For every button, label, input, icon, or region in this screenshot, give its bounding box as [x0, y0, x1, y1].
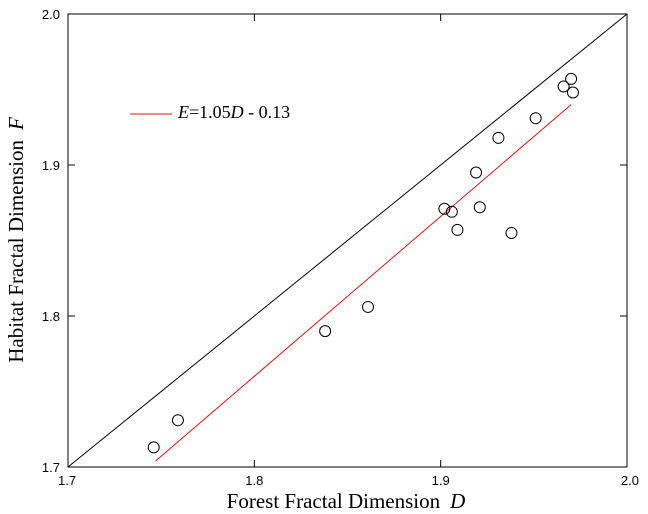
- legend-equals: =: [189, 102, 199, 122]
- data-point: [451, 223, 464, 236]
- identity-line: [67, 13, 628, 468]
- legend-entry: E=1.05D - 0.13: [177, 102, 290, 122]
- x-axis-label: Forest Fractal Dimension D: [227, 489, 466, 513]
- data-point: [361, 300, 374, 313]
- legend-rest: - 0.13: [244, 102, 291, 122]
- legend-coef: 1.05: [199, 102, 231, 122]
- y-axis-label-text: Habitat Fractal Dimension: [4, 140, 28, 363]
- reference-lines: [67, 13, 628, 468]
- data-point: [566, 86, 579, 99]
- legend: E=1.05D - 0.13: [130, 102, 290, 122]
- fit-line: [155, 104, 572, 462]
- y-tick-label: 1.8: [42, 309, 60, 324]
- data-point: [565, 72, 578, 85]
- x-axis-label-text: Forest Fractal Dimension: [227, 489, 441, 513]
- x-tick-label: 1.9: [432, 473, 450, 488]
- plot-frame: [67, 13, 628, 468]
- data-point: [473, 201, 486, 214]
- data-point: [529, 112, 542, 125]
- data-point: [557, 80, 570, 93]
- data-point: [171, 414, 184, 427]
- x-axis-symbol: D: [449, 489, 465, 513]
- data-point: [505, 226, 518, 239]
- data-point: [470, 166, 483, 179]
- y-axis-label: Habitat Fractal Dimension F: [4, 117, 28, 363]
- x-tick-labels: 1.7 1.8 1.9 2.0: [58, 473, 639, 488]
- x-tick-label: 1.7: [58, 473, 76, 488]
- x-tick-label: 1.8: [245, 473, 263, 488]
- data-point: [147, 441, 160, 454]
- data-points: [147, 72, 579, 454]
- x-tick-label: 2.0: [621, 473, 639, 488]
- y-axis-symbol: F: [4, 117, 28, 131]
- data-point: [319, 325, 332, 338]
- y-tick-label: 1.7: [42, 460, 60, 475]
- legend-var: D: [230, 102, 244, 122]
- y-tick-label: 1.9: [42, 158, 60, 173]
- data-point: [445, 205, 458, 218]
- legend-lhs: E: [177, 102, 189, 122]
- y-tick-label: 2.0: [42, 7, 60, 22]
- axis-ticks: [67, 13, 628, 468]
- y-tick-labels: 1.7 1.8 1.9 2.0: [42, 7, 60, 475]
- data-point: [438, 202, 451, 215]
- data-point: [492, 131, 505, 144]
